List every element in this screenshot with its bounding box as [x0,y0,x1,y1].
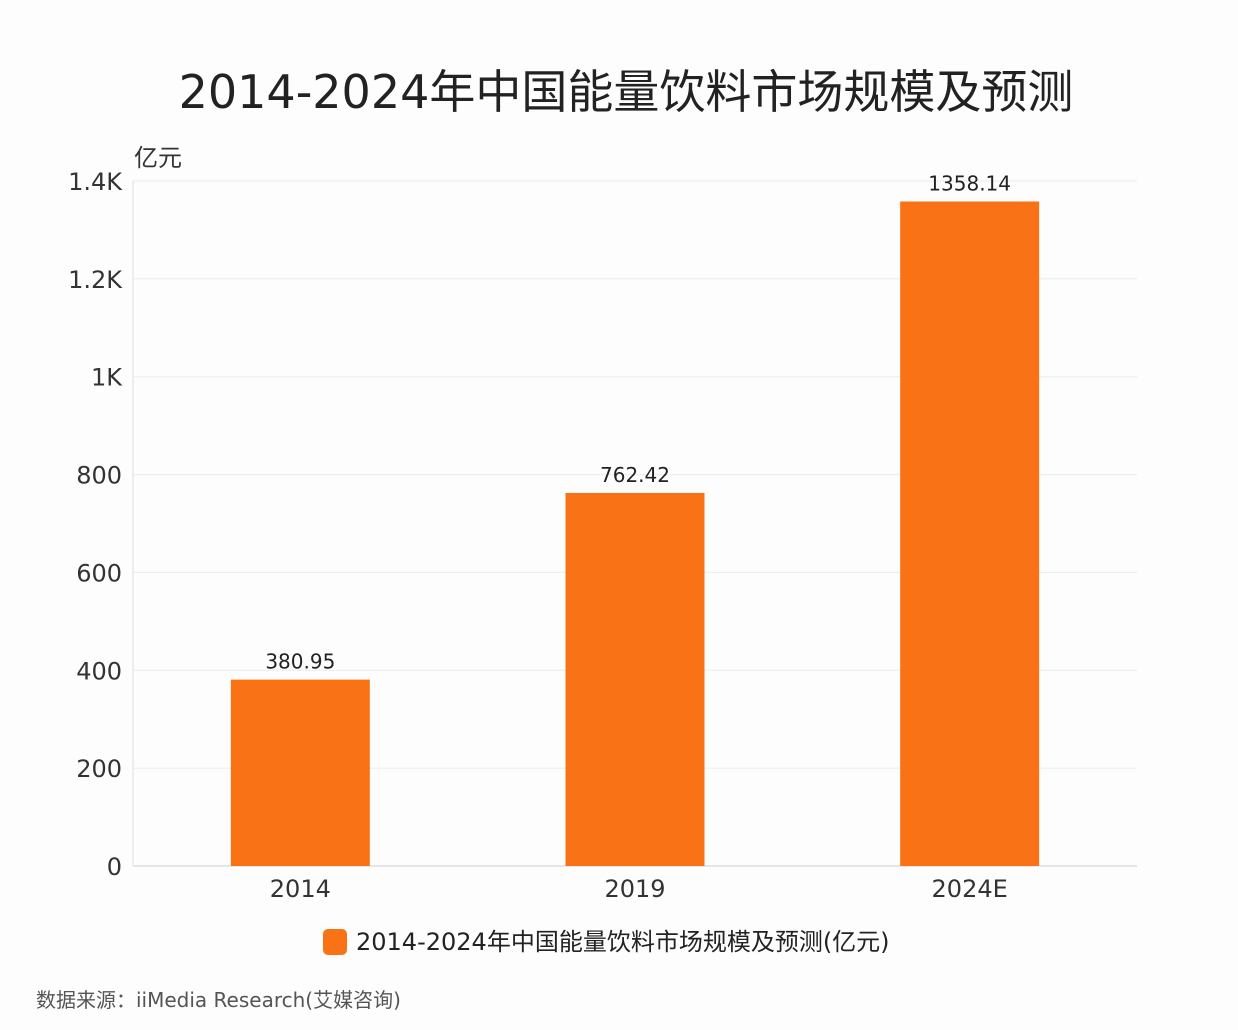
y-tick-label: 200 [76,755,122,783]
x-tick-label: 2019 [604,875,665,903]
y-tick-label: 0 [107,853,122,881]
data-label: 762.42 [600,463,670,487]
source-note: 数据来源：iiMedia Research(艾媒咨询) [36,988,401,1012]
data-label: 1358.14 [928,171,1011,195]
chart-title: 2014-2024年中国能量饮料市场规模及预测 [179,65,1074,119]
bar[interactable] [565,492,705,866]
y-tick-label: 800 [76,462,122,490]
legend-label[interactable]: 2014-2024年中国能量饮料市场规模及预测(亿元) [356,928,890,956]
bar[interactable] [230,679,370,866]
y-tick-label: 400 [76,657,122,685]
x-tick-label: 2024E [932,875,1008,903]
bar[interactable] [900,201,1040,866]
x-tick-label: 2014 [270,875,331,903]
y-tick-label: 600 [76,559,122,587]
y-tick-label: 1.2K [68,266,123,294]
y-axis-label: 亿元 [134,144,182,172]
data-label: 380.95 [265,650,335,674]
y-tick-label: 1.4K [68,168,123,196]
y-tick-label: 1K [91,364,123,392]
legend-swatch[interactable] [323,929,347,955]
